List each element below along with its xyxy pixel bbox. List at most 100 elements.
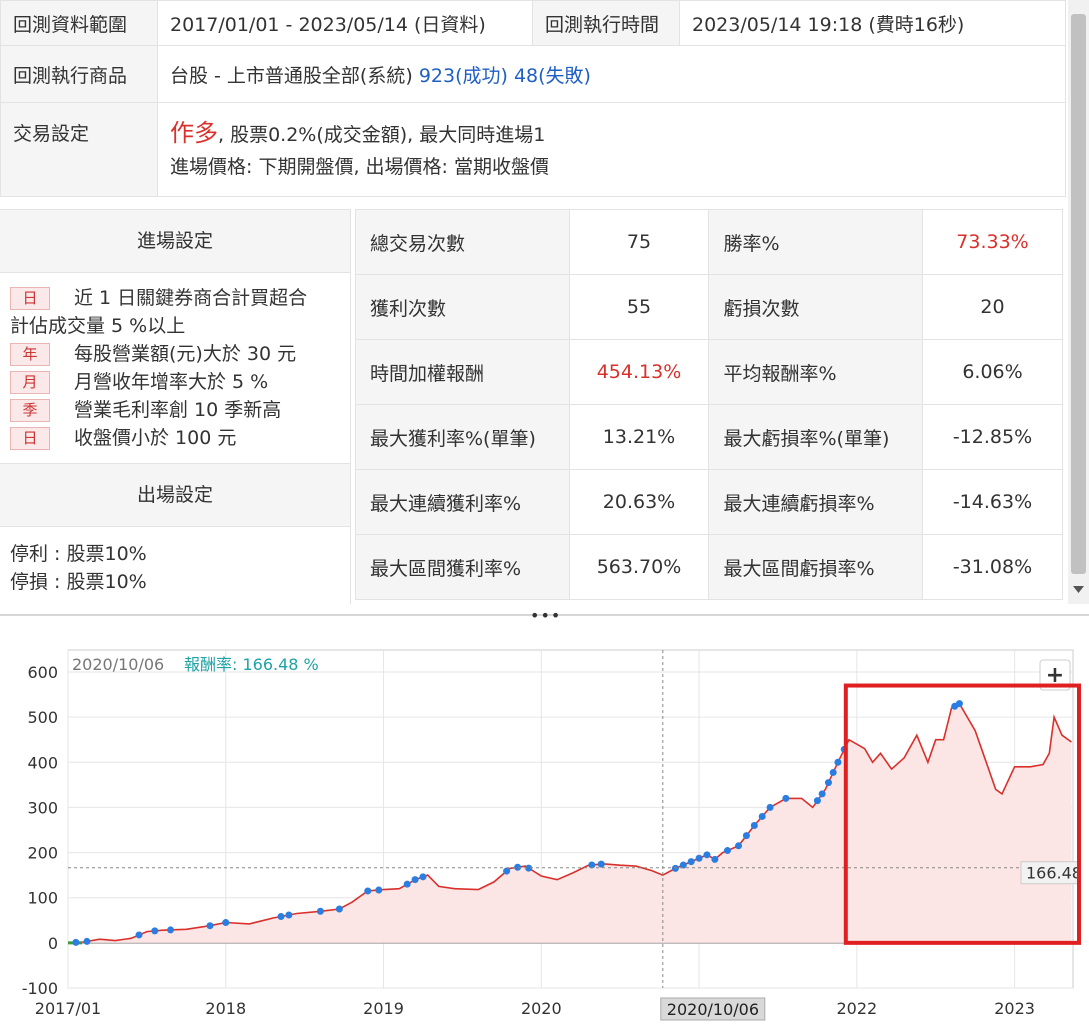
x-tick-label: 2023: [994, 999, 1035, 1018]
trade-marker: [824, 779, 832, 787]
stop-loss: 停損 : 股票10%: [10, 571, 147, 593]
stats-row: 最大連續獲利率% 20.63% 最大連續虧損率% -14.63%: [355, 469, 1064, 535]
condition-text: 月營收年增率大於 5 %: [74, 371, 269, 393]
entry-condition: 月 月營收年增率大於 5 %: [10, 368, 268, 396]
product-name: 台股 - 上市普通股全部(系統): [170, 64, 413, 87]
trade-marker: [813, 797, 821, 805]
trade-marker: [695, 854, 703, 862]
entry-condition: 計佔成交量 5 %以上: [10, 312, 185, 340]
condition-period-badge: 年: [10, 343, 50, 366]
trade-marker: [206, 922, 214, 930]
trade-marker: [403, 880, 411, 888]
time-label: 回測執行時間: [532, 0, 680, 46]
split-divider[interactable]: [0, 614, 1089, 616]
stat-label: 勝率%: [708, 209, 923, 275]
trade-label: 交易設定: [0, 102, 158, 197]
trade-prices: 進場價格: 下期開盤價, 出場價格: 當期收盤價: [170, 155, 549, 178]
trade-marker: [525, 864, 533, 872]
return-chart[interactable]: -100 0 100 200 300 400 500 600 2017/01 2018 2019 20…: [0, 616, 1089, 1025]
trade-direction: 作多: [170, 118, 218, 147]
stat-value: -14.63%: [921, 469, 1064, 535]
trade-marker: [316, 907, 324, 915]
trade-marker: [285, 911, 293, 919]
stat-label: 最大區間虧損率%: [708, 534, 923, 600]
stats-row: 總交易次數 75 勝率% 73.33%: [355, 209, 1064, 275]
zoom-button[interactable]: [1039, 659, 1071, 691]
condition-text: 收盤價小於 100 元: [74, 427, 237, 449]
range-label: 回測資料範圍: [0, 0, 158, 46]
trade-marker: [277, 913, 285, 921]
trade-marker: [829, 768, 837, 776]
trade-marker: [750, 821, 758, 829]
stat-value: 6.06%: [921, 339, 1064, 405]
y-tick-label: 200: [27, 844, 58, 863]
cursor-return: 報酬率: 166.48 %: [184, 655, 319, 674]
entry-settings-title: 進場設定: [0, 209, 350, 273]
product-fail-link[interactable]: 48(失敗): [513, 64, 591, 87]
scroll-down-icon[interactable]: [1073, 586, 1084, 594]
trade-marker: [503, 867, 511, 875]
trade-marker: [222, 919, 230, 927]
x-tick-label: 2018: [205, 999, 246, 1018]
stat-label: 平均報酬率%: [708, 339, 923, 405]
trade-marker: [597, 860, 605, 868]
trade-marker: [758, 812, 766, 820]
scrollbar-thumb[interactable]: [1071, 14, 1086, 574]
product-success-link[interactable]: 923(成功): [418, 64, 508, 87]
vertical-scrollbar[interactable]: [1068, 0, 1089, 604]
condition-text: 每股營業額(元)大於 30 元: [74, 343, 297, 365]
stat-value: 75: [568, 209, 710, 275]
trade-marker: [83, 937, 91, 945]
cursor-date-label: 2020/10/06: [667, 1000, 759, 1019]
y-tick-label: 300: [27, 798, 58, 817]
stat-label: 最大獲利率%(單筆): [355, 404, 570, 470]
split-handle[interactable]: •••: [530, 606, 562, 625]
stat-value: 55: [568, 274, 710, 340]
backtest-info-table: 回測資料範圍 2017/01/01 - 2023/05/14 (日資料) 回測執…: [0, 0, 1066, 197]
stat-label: 最大連續獲利率%: [355, 469, 570, 535]
x-tick-label: 2022: [836, 999, 877, 1018]
cursor-value-label: 166.48: [1026, 864, 1082, 883]
stats-row: 最大區間獲利率% 563.70% 最大區間虧損率% -31.08%: [355, 534, 1064, 600]
trade-marker: [167, 926, 175, 934]
stat-label: 最大區間獲利率%: [355, 534, 570, 600]
trade-marker: [703, 851, 711, 859]
stat-value: 563.70%: [568, 534, 710, 600]
stats-row: 獲利次數 55 虧損次數 20: [355, 274, 1064, 340]
trade-marker: [364, 887, 372, 895]
condition-period-badge: 季: [10, 399, 50, 422]
condition-text: 營業毛利率創 10 季新高: [74, 399, 282, 421]
entry-condition: 季 營業毛利率創 10 季新高: [10, 396, 281, 424]
stat-label: 獲利次數: [355, 274, 570, 340]
trade-marker: [375, 886, 383, 894]
trade-settings: 作多, 股票0.2%(成交金額), 最大同時進場1 進場價格: 下期開盤價, 出…: [157, 102, 1066, 197]
time-value: 2023/05/14 19:18 (費時16秒): [679, 0, 1066, 46]
entry-condition: 年 每股營業額(元)大於 30 元: [10, 340, 296, 368]
stat-label: 虧損次數: [708, 274, 923, 340]
trade-marker: [818, 790, 826, 798]
condition-text: 計佔成交量 5 %以上: [10, 315, 186, 337]
trade-marker: [419, 873, 427, 881]
x-tick-label: 2017/01: [35, 999, 101, 1018]
stat-value: 20.63%: [568, 469, 710, 535]
trade-marker: [955, 700, 963, 708]
exit-settings-title: 出場設定: [0, 463, 350, 527]
product-label: 回測執行商品: [0, 45, 158, 103]
condition-period-badge: 日: [10, 427, 50, 450]
stat-value: 454.13%: [568, 339, 710, 405]
trade-marker: [135, 931, 143, 939]
trade-marker: [514, 863, 522, 871]
highlight-box: [843, 683, 1082, 945]
trade-marker: [834, 758, 842, 766]
y-tick-label: -100: [22, 979, 58, 998]
trade-marker: [588, 861, 596, 869]
zoom-plus-icon[interactable]: +: [1046, 663, 1064, 688]
stat-value: -31.08%: [921, 534, 1064, 600]
stat-value: 13.21%: [568, 404, 710, 470]
trade-marker: [782, 794, 790, 802]
trade-marker: [735, 842, 743, 850]
stat-label: 最大連續虧損率%: [708, 469, 923, 535]
y-tick-label: 500: [27, 708, 58, 727]
stat-label: 時間加權報酬: [355, 339, 570, 405]
y-tick-label: 400: [27, 753, 58, 772]
